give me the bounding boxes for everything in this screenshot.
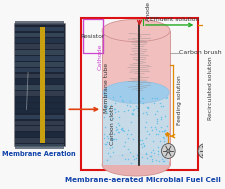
Bar [15,27,64,31]
Circle shape [166,149,169,153]
Text: Feeding solution: Feeding solution [176,76,181,125]
Text: Effluent solution: Effluent solution [149,17,198,22]
Bar [15,97,64,102]
Bar [15,56,64,61]
Circle shape [161,144,174,158]
Text: Recirculated solution: Recirculated solution [207,56,212,120]
Bar [15,50,64,55]
Bar [15,91,64,96]
Bar [102,30,169,165]
Bar [81,19,197,170]
Circle shape [197,144,211,158]
Bar [15,44,64,49]
Ellipse shape [103,81,169,103]
Text: Membrane-aerated Microbial Fuel Cell: Membrane-aerated Microbial Fuel Cell [65,177,220,184]
Ellipse shape [102,19,169,42]
Ellipse shape [102,154,169,176]
Bar [15,80,64,84]
Bar [82,19,103,53]
Bar [15,85,64,90]
Bar [15,103,64,108]
Bar [15,62,64,67]
Bar [15,144,64,149]
Text: Anode: Anode [145,1,150,21]
Bar [15,68,64,72]
Circle shape [202,149,206,153]
Bar [15,74,64,78]
Bar [15,33,64,37]
Bar [15,126,64,131]
Bar [15,138,64,143]
Bar [15,21,64,26]
Text: Membrane tube: Membrane tube [103,63,108,113]
Bar [40,27,45,143]
Bar [103,92,169,165]
Bar [15,38,64,43]
Bar [15,132,64,137]
Text: Resistor: Resistor [80,34,104,39]
Text: Cathode: Cathode [97,43,102,70]
Bar [14,23,64,146]
Text: Carbon cloth: Carbon cloth [109,105,114,145]
Text: Carbon brush: Carbon brush [178,50,220,55]
Text: Membrane Aeration: Membrane Aeration [2,151,76,157]
Bar [15,115,64,119]
Bar [15,109,64,113]
Bar [15,121,64,125]
